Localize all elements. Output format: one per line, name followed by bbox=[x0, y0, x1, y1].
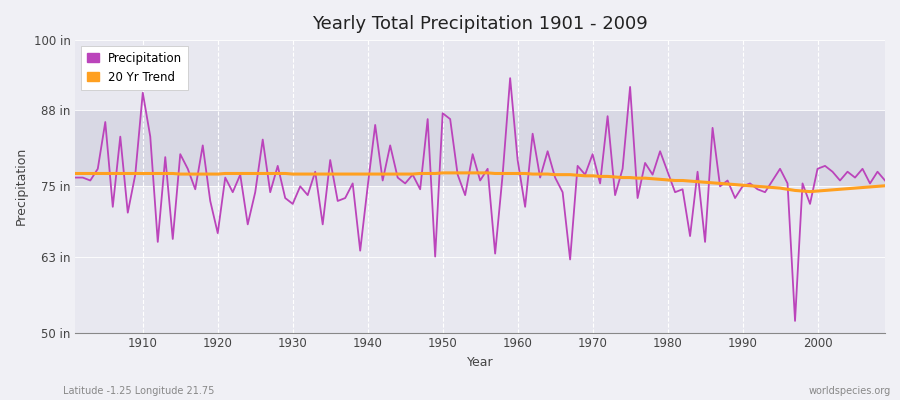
Title: Yearly Total Precipitation 1901 - 2009: Yearly Total Precipitation 1901 - 2009 bbox=[312, 15, 648, 33]
Bar bbox=[76, 110, 885, 186]
X-axis label: Year: Year bbox=[467, 356, 493, 369]
Text: Latitude -1.25 Longitude 21.75: Latitude -1.25 Longitude 21.75 bbox=[63, 386, 214, 396]
Text: worldspecies.org: worldspecies.org bbox=[809, 386, 891, 396]
Legend: Precipitation, 20 Yr Trend: Precipitation, 20 Yr Trend bbox=[81, 46, 188, 90]
Y-axis label: Precipitation: Precipitation bbox=[15, 147, 28, 226]
